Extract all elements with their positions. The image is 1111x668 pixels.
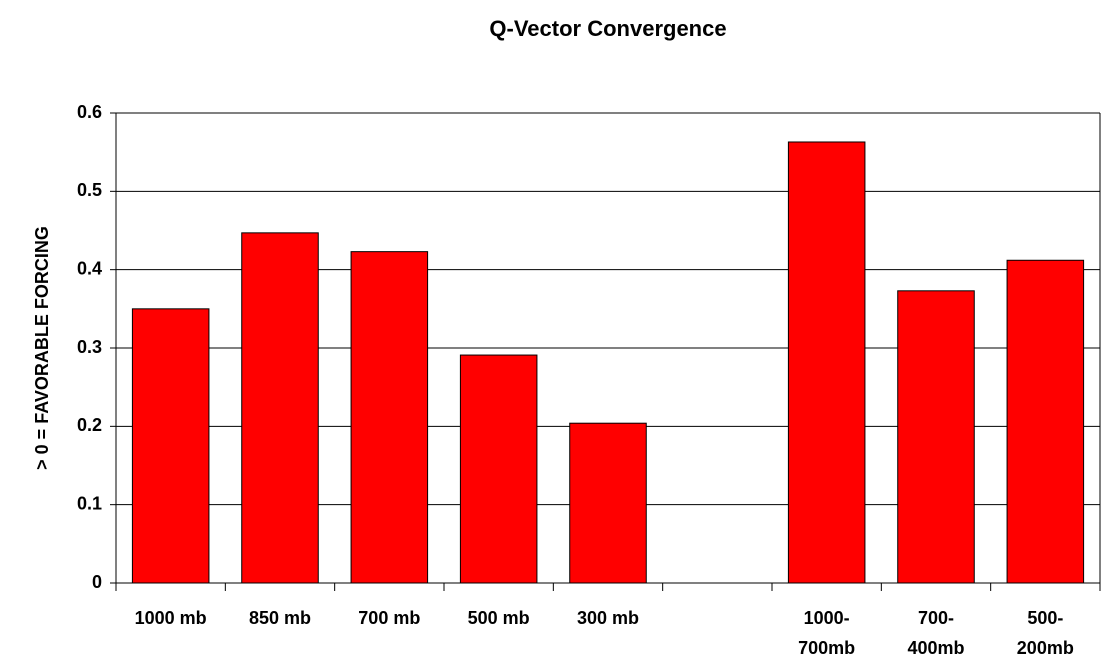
x-tick-label: 850 mb [248, 608, 312, 628]
x-tick-label: 1000 mb [134, 608, 207, 628]
x-tick-label: 500- 200mb [1016, 608, 1074, 658]
x-tick-label: 1000- 700mb [798, 608, 856, 658]
y-tick-label: 0.1 [77, 493, 102, 513]
y-tick-label: 0 [92, 572, 102, 592]
bar [350, 251, 429, 584]
y-tick-label: 0.6 [77, 102, 102, 122]
y-tick-label: 0.3 [77, 337, 102, 357]
x-tick-label: 700- 400mb [907, 608, 965, 658]
y-axis-label: > 0 = FAVORABLE FORCING [32, 226, 52, 470]
bar [459, 354, 538, 584]
bar [897, 290, 975, 584]
bar [241, 232, 319, 584]
x-tick-label: 300 mb [576, 608, 640, 628]
bar [131, 308, 210, 584]
y-tick-label: 0.5 [77, 180, 102, 200]
x-tick-label: 500 mb [467, 608, 530, 628]
bar [569, 422, 647, 584]
y-tick-label: 0.2 [77, 415, 102, 435]
chart-title: Q-Vector Convergence [489, 16, 726, 41]
bar [787, 141, 866, 584]
y-tick-label: 0.4 [77, 258, 102, 278]
x-tick-label: 700 mb [358, 608, 421, 628]
bar [1006, 259, 1085, 584]
